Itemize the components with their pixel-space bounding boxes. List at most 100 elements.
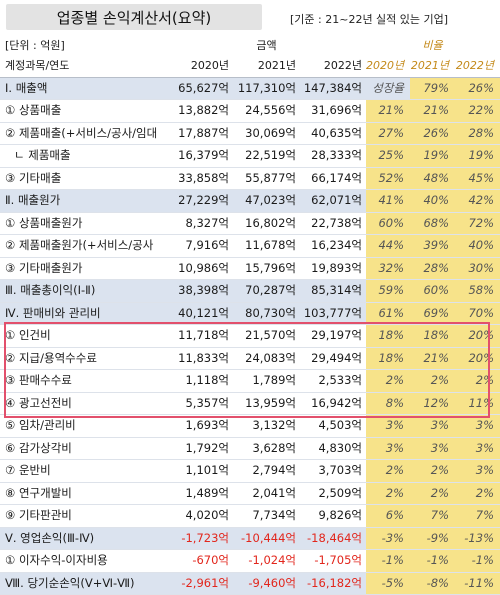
amount-cell: 147,384억 — [303, 80, 362, 95]
row-label: Ⅲ. 매출총이익(Ⅰ-Ⅱ) — [5, 283, 96, 297]
ratio-cell: 48% — [410, 167, 455, 190]
table-row: Ⅱ. 매출원가 27,229억 47,023억 62,071억 41% 40% 42% — [0, 189, 500, 212]
row-label: Ⅱ. 매출원가 — [5, 193, 61, 207]
amount-cell: -18,464억 — [307, 530, 362, 545]
amount-cell: 1,118억 — [185, 373, 229, 387]
ratio-cell: 3% — [410, 437, 455, 460]
income-statement-table: [단위 : 억원] 금액 비율 계정과목/연도 2020년 2021년 2022… — [0, 36, 500, 595]
ratio-cell: 59% — [366, 279, 410, 302]
ratio-cell: 3% — [455, 437, 500, 460]
row-label: ② 제품매출원가(+서비스/공사 — [5, 238, 154, 252]
amount-cell: 27,229억 — [178, 193, 229, 207]
row-label: Ⅳ. 판매비와 관리비 — [5, 305, 101, 320]
amount-cell: 62,071억 — [311, 193, 362, 207]
ratio-cell: 18% — [410, 324, 455, 347]
table-row: ① 이자수익-이자비용 -670억 -1,024억 -1,705억 -1% -1% -1% — [0, 549, 500, 572]
amount-cell: 2,041억 — [252, 485, 296, 500]
amount-cell: 4,020억 — [185, 508, 229, 522]
column-label: 계정과목/연도 — [5, 58, 70, 72]
ratio-cell: 18% — [366, 347, 410, 370]
amount-cell: 65,627억 — [178, 80, 229, 95]
amount-cell: 85,314억 — [311, 283, 362, 297]
row-label: Ⅴ. 영업손익(Ⅲ-Ⅳ) — [5, 530, 95, 545]
ratio-cell: 20% — [455, 324, 500, 347]
amount-cell: 9,826억 — [318, 508, 362, 522]
row-label: ② 지급/용역수수료 — [5, 350, 97, 365]
report-title-text: 업종별 손익계산서(요약) — [56, 8, 212, 27]
ratio-cell: 60% — [410, 279, 455, 302]
amount-cell: 13,882억 — [178, 103, 229, 117]
amount-cell: 2,794억 — [252, 463, 296, 477]
ratio-cell: 11% — [455, 392, 500, 415]
ratio-cell: 39% — [410, 234, 455, 257]
table-row: ⑦ 운반비 1,101억 2,794억 3,703억 2% 2% 3% — [0, 459, 500, 482]
amount-cell: 7,734억 — [252, 508, 296, 522]
table-row: ③ 기타매출 33,858억 55,877억 66,174억 52% 48% 45% — [0, 167, 500, 190]
row-label: ④ 광고선전비 — [5, 395, 72, 410]
ratio-cell: 22% — [455, 99, 500, 122]
ratio-cell: 19% — [410, 144, 455, 167]
header-row-2: 계정과목/연도 2020년 2021년 2022년 2020년 2021년 20… — [0, 54, 500, 77]
ratio-cell: 21% — [366, 99, 410, 122]
table-row: ② 지급/용역수수료 11,833억 24,083억 29,494억 18% 21% 20% — [0, 347, 500, 370]
ratio-cell: -3% — [366, 527, 410, 550]
amount-cell: 17,887억 — [178, 125, 229, 140]
table-row: ① 인건비 11,718억 21,570억 29,197억 18% 18% 20% — [0, 324, 500, 347]
amount-cell: 19,893억 — [311, 260, 362, 275]
amount-cell: 5,357억 — [185, 395, 229, 410]
ratio-cell: -5% — [366, 572, 410, 595]
ratio-cell: 21% — [410, 347, 455, 370]
table-row: ⑨ 기타판관비 4,020억 7,734억 9,826억 6% 7% 7% — [0, 504, 500, 527]
amount-group-header: 금액 — [256, 38, 277, 52]
amount-cell: 4,830억 — [318, 440, 362, 455]
ratio-cell: 2% — [366, 459, 410, 482]
ratio-year-header: 2021년 — [410, 58, 449, 72]
ratio-cell: 30% — [455, 257, 500, 280]
ratio-cell: 32% — [366, 257, 410, 280]
row-label: ⑧ 연구개발비 — [5, 485, 72, 500]
table-row: ② 제품매출(+서비스/공사/임대 17,887억 30,069억 40,635억 27… — [0, 122, 500, 145]
table-row: ⑤ 임차/관리비 1,693억 3,132억 4,503억 3% 3% 3% — [0, 414, 500, 437]
ratio-cell: 3% — [455, 459, 500, 482]
ratio-cell: 성장율 — [372, 80, 404, 95]
ratio-cell: 18% — [366, 324, 410, 347]
ratio-cell: 2% — [410, 459, 455, 482]
ratio-cell: 3% — [410, 414, 455, 437]
row-label: ③ 기타매출 — [5, 170, 62, 185]
table-row: Ⅲ. 매출총이익(Ⅰ-Ⅱ) 38,398억 70,287억 85,314억 59% 60%… — [0, 279, 500, 302]
amount-cell: 1,789억 — [252, 373, 296, 387]
ratio-cell: -9% — [410, 527, 455, 550]
ratio-cell: 2% — [455, 369, 500, 392]
amount-cell: 16,234억 — [311, 238, 362, 252]
table-row: ③ 기타매출원가 10,986억 15,796억 19,893억 32% 28% 30% — [0, 257, 500, 280]
ratio-cell: -1% — [410, 549, 455, 572]
amount-cell: 117,310억 — [237, 80, 296, 95]
header-row-1: [단위 : 억원] 금액 비율 — [0, 36, 500, 54]
ratio-group-header: 비율 — [422, 38, 443, 52]
ratio-cell: 2% — [366, 482, 410, 505]
ratio-cell: 26% — [455, 77, 500, 100]
row-label: ⑥ 감가상각비 — [5, 440, 72, 455]
ratio-cell: 58% — [455, 279, 500, 302]
amount-cell: 55,877억 — [245, 170, 296, 185]
ratio-cell: 72% — [455, 212, 500, 235]
amount-cell: 1,489억 — [185, 485, 229, 500]
ratio-cell: 52% — [366, 167, 410, 190]
ratio-cell: -13% — [455, 527, 500, 550]
ratio-cell: 41% — [366, 189, 410, 212]
row-label: ㄴ 제품매출 — [14, 148, 71, 162]
ratio-cell: 3% — [366, 414, 410, 437]
ratio-cell: 7% — [455, 504, 500, 527]
amount-cell: 16,802억 — [245, 215, 296, 230]
ratio-cell: 26% — [410, 122, 455, 145]
year-header: 2021년 — [257, 58, 296, 72]
amount-cell: 103,777억 — [303, 305, 362, 320]
ratio-cell: 60% — [366, 212, 410, 235]
ratio-cell: 61% — [366, 302, 410, 325]
amount-cell: 31,696억 — [311, 103, 362, 117]
amount-cell: 13,959억 — [245, 395, 296, 410]
amount-cell: 3,628억 — [252, 440, 296, 455]
table-row: ⑧ 연구개발비 1,489억 2,041억 2,509억 2% 2% 2% — [0, 482, 500, 505]
ratio-year-header: 2020년 — [366, 58, 405, 72]
ratio-cell: 8% — [366, 392, 410, 415]
